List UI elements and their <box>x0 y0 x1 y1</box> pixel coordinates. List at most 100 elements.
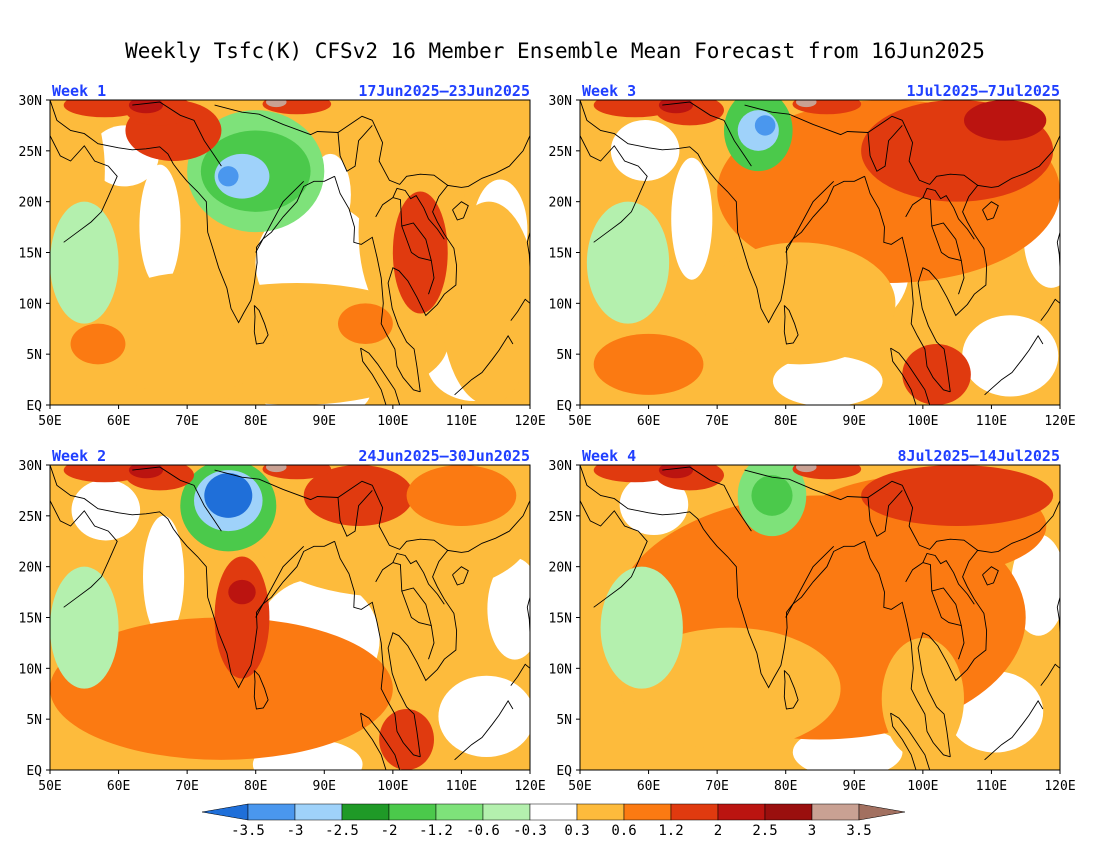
coastline <box>922 187 975 240</box>
neutral-region <box>772 355 883 405</box>
coastline <box>662 466 752 532</box>
anomaly-contour-pos-1-2 <box>379 709 435 770</box>
colorbar-label: 3 <box>808 823 816 839</box>
anomaly-contour-pos-0-3 <box>881 637 964 760</box>
coastline <box>867 125 903 172</box>
coastline <box>917 135 1060 392</box>
lon-tick-label: 70E <box>705 779 728 794</box>
coastline <box>337 490 373 537</box>
colorbar-label: 2.5 <box>752 823 777 839</box>
colorbar-label: -2.5 <box>325 823 359 839</box>
lon-tick-label: 120E <box>514 414 545 429</box>
lat-tick-label: 15N <box>19 612 42 627</box>
coastline <box>905 197 965 295</box>
northern-edge-anomaly <box>266 100 287 108</box>
colorbar-swatch <box>341 803 390 821</box>
anomaly-contour-neg-3-5 <box>204 473 253 518</box>
colorbar-swatch <box>482 803 531 821</box>
coastline <box>785 545 835 618</box>
lat-tick-label: 5N <box>556 713 572 728</box>
coastline <box>984 335 1044 396</box>
coastline <box>334 176 421 393</box>
coastline <box>454 700 514 761</box>
anomaly-contour-pos-0-6 <box>593 333 704 395</box>
lon-tick-label: 60E <box>107 414 130 429</box>
anomaly-contour-neg-3 <box>754 115 776 136</box>
lat-tick-label: 5N <box>556 348 572 363</box>
lat-tick-label: 10N <box>549 662 572 677</box>
colorbar-swatch <box>247 803 296 821</box>
lon-tick-label: 50E <box>38 414 61 429</box>
coastline <box>982 566 999 586</box>
northern-edge-anomaly <box>63 100 146 118</box>
coastline <box>905 562 965 660</box>
neutral-region <box>671 157 713 280</box>
lat-tick-label: 20N <box>19 196 42 211</box>
lon-tick-label: 120E <box>514 779 545 794</box>
neutral-region <box>143 515 185 638</box>
coastline <box>360 348 387 405</box>
colorbar-swatch <box>529 803 578 821</box>
northern-edge-anomaly <box>266 465 287 473</box>
lon-tick-label: 90E <box>843 414 866 429</box>
coastline <box>864 176 951 393</box>
northern-edge-anomaly <box>658 100 694 114</box>
anomaly-contour-pos-0-3 <box>703 242 896 365</box>
main-title: Weekly Tsfc(K) CFSv2 16 Member Ensemble … <box>125 39 985 63</box>
coastline <box>360 712 401 770</box>
lon-tick-label: 110E <box>446 779 477 794</box>
coastline <box>452 566 469 586</box>
anomaly-contour-neg-0-3 <box>600 566 683 689</box>
coastline <box>783 670 799 710</box>
lon-tick-label: 110E <box>976 414 1007 429</box>
lat-tick-label: 5N <box>26 348 42 363</box>
lon-tick-label: 110E <box>976 779 1007 794</box>
panel-week-label: Week 3 <box>582 82 636 100</box>
anomaly-contour-pos-0-6 <box>406 465 517 526</box>
coastline <box>214 469 373 501</box>
coastline <box>890 713 917 770</box>
coastline <box>931 590 962 627</box>
lat-tick-label: 10N <box>19 297 42 312</box>
anomaly-contour-pos-0-6 <box>70 323 126 365</box>
coastline <box>173 528 335 689</box>
northern-edge-anomaly <box>593 465 676 483</box>
lon-tick-label: 50E <box>568 414 591 429</box>
anomaly-contour-neg-0-3 <box>50 566 119 689</box>
lat-tick-label: 25N <box>549 145 572 160</box>
anomaly-field <box>593 465 1060 770</box>
coastline <box>984 700 1044 761</box>
coastline <box>917 500 1060 757</box>
colorbar-label: 3.5 <box>846 823 871 839</box>
colorbar-swatch <box>717 803 766 821</box>
lon-tick-label: 60E <box>637 779 660 794</box>
lat-tick-label: EQ <box>26 399 42 414</box>
colorbar-label: -0.3 <box>513 823 547 839</box>
lat-tick-label: EQ <box>556 399 572 414</box>
lon-tick-label: 110E <box>446 414 477 429</box>
northern-edge-anomaly <box>796 100 817 108</box>
anomaly-contour-pos-0-3 <box>91 272 284 395</box>
northern-edge-anomaly <box>796 465 817 473</box>
panel-date-range: 1Jul2025–7Jul2025 <box>906 82 1060 100</box>
lon-tick-label: 70E <box>705 414 728 429</box>
lat-tick-label: 20N <box>549 561 572 576</box>
colorbar-label: -3.5 <box>231 823 265 839</box>
lat-tick-label: 20N <box>549 196 572 211</box>
anomaly-contour-pos-0-3 <box>440 201 530 405</box>
anomaly-contour-pos-1-2 <box>861 465 1054 526</box>
lon-tick-label: 100E <box>377 779 408 794</box>
colorbar-label: -3 <box>287 823 304 839</box>
coastline <box>392 187 445 240</box>
panel-date-range: 8Jul2025–14Jul2025 <box>897 447 1060 465</box>
colorbar-swatch <box>764 803 813 821</box>
coastlines <box>580 100 1060 405</box>
lat-tick-label: 25N <box>19 145 42 160</box>
northern-edge-anomaly <box>63 465 146 483</box>
coastline <box>360 347 401 405</box>
colorbar: -3.5 -3 -2.5 -2 -1.2 -0.6 -0.3 0.3 0.6 1.2 2 2.5 3 3.… <box>201 803 906 839</box>
coastline <box>173 163 335 324</box>
